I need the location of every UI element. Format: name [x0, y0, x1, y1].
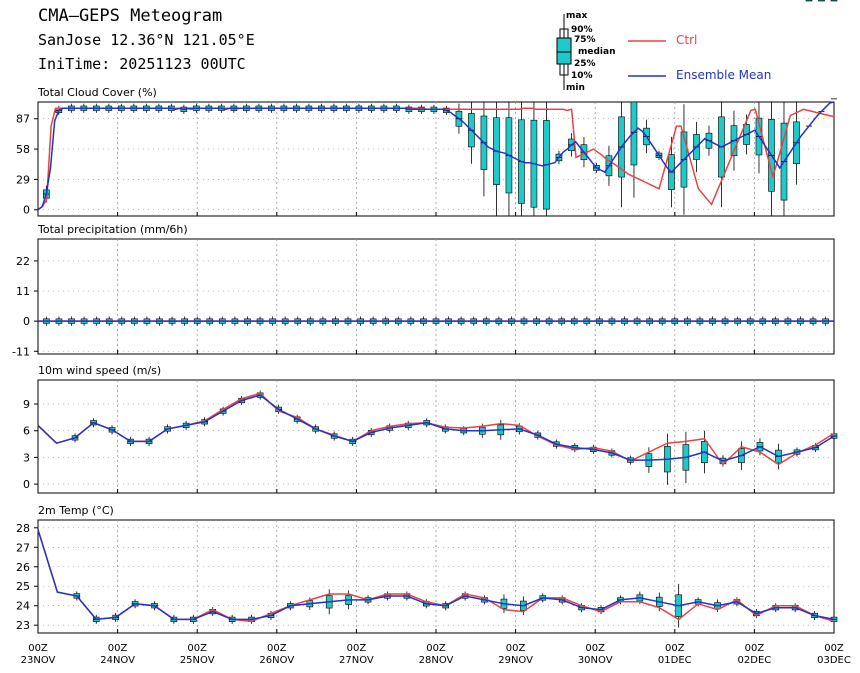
- y-tick-label: 3: [23, 451, 30, 464]
- x-tick-hour: 00Z: [745, 643, 765, 654]
- legend-label-p10: 10%: [571, 71, 593, 81]
- x-tick-date: 01DEC: [658, 655, 692, 666]
- legend-label-median: median: [578, 47, 616, 57]
- y-tick-label: 6: [23, 425, 30, 438]
- chart-title: CMA—GEPS Meteogram: [38, 6, 223, 26]
- y-tick-label: 28: [16, 522, 30, 535]
- x-tick-date: 27NOV: [339, 655, 374, 666]
- ctrl-series-line: [37, 392, 835, 466]
- x-tick-date: 28NOV: [419, 655, 454, 666]
- x-tick-hour: 00Z: [347, 643, 367, 654]
- x-tick-date: 29NOV: [498, 655, 533, 666]
- x-tick-date: 03DEC: [817, 655, 851, 666]
- ensemble-mean-line: [37, 394, 835, 462]
- x-tick-hour: 00Z: [267, 643, 287, 654]
- box-iqr: [805, 0, 813, 2]
- x-tick-hour: 00Z: [187, 643, 207, 654]
- y-tick-label: 58: [16, 143, 30, 156]
- panel-label: Total Cloud Cover (%): [37, 86, 157, 99]
- y-tick-label: 29: [16, 173, 30, 186]
- panel-label: 10m wind speed (m/s): [38, 364, 161, 377]
- x-tick-hour: 00Z: [824, 643, 844, 654]
- legend-mean-label: Ensemble Mean: [676, 68, 772, 82]
- panel-frame: [37, 238, 835, 355]
- y-tick-label: 22: [16, 255, 30, 268]
- y-tick-label: 23: [16, 619, 30, 632]
- x-tick-date: 30NOV: [578, 655, 613, 666]
- station-location: SanJose 12.36°N 121.05°E: [38, 31, 255, 49]
- x-tick-date: 26NOV: [259, 655, 294, 666]
- x-tick-hour: 00Z: [426, 643, 446, 654]
- y-tick-label: 25: [16, 580, 30, 593]
- legend-label-max: max: [566, 11, 588, 21]
- y-tick-label: 87: [16, 113, 30, 126]
- y-tick-label: -11: [12, 345, 30, 358]
- legend-box-inner: [556, 37, 572, 65]
- legend: max 90% 75% median 25% 10% min Ctrl Ense…: [556, 8, 796, 94]
- y-tick-label: 24: [16, 600, 30, 613]
- y-tick-label: 11: [16, 285, 30, 298]
- legend-label-p25: 25%: [574, 59, 596, 69]
- x-tick-hour: 00Z: [108, 643, 128, 654]
- legend-label-min: min: [566, 83, 585, 93]
- legend-label-p90: 90%: [571, 25, 593, 35]
- ensemble-mean-line: [37, 101, 835, 211]
- y-tick-label: 0: [23, 315, 30, 328]
- x-tick-hour: 00Z: [585, 643, 605, 654]
- x-tick-hour: 00Z: [506, 643, 526, 654]
- legend-ctrl-label: Ctrl: [676, 33, 698, 47]
- x-tick-date: 24NOV: [100, 655, 135, 666]
- panel-label: Total precipitation (mm/6h): [37, 223, 188, 236]
- x-tick-date: 25NOV: [180, 655, 215, 666]
- box-iqr: [630, 101, 638, 166]
- box-iqr: [818, 0, 825, 2]
- y-tick-label: 26: [16, 561, 30, 574]
- x-tick-hour: 00Z: [665, 643, 685, 654]
- box-iqr: [830, 0, 838, 2]
- y-tick-label: 9: [23, 398, 30, 411]
- y-tick-label: 0: [23, 204, 30, 217]
- x-tick-date: 23NOV: [21, 655, 56, 666]
- panel-label: 2m Temp (°C): [38, 504, 114, 517]
- y-tick-label: 27: [16, 541, 30, 554]
- legend-label-p75: 75%: [574, 35, 596, 45]
- y-tick-label: 0: [23, 478, 30, 491]
- x-tick-date: 02DEC: [738, 655, 772, 666]
- ensemble-mean-line: [37, 529, 835, 621]
- init-time: IniTime: 20251123 00UTC: [38, 55, 246, 73]
- x-tick-hour: 00Z: [28, 643, 48, 654]
